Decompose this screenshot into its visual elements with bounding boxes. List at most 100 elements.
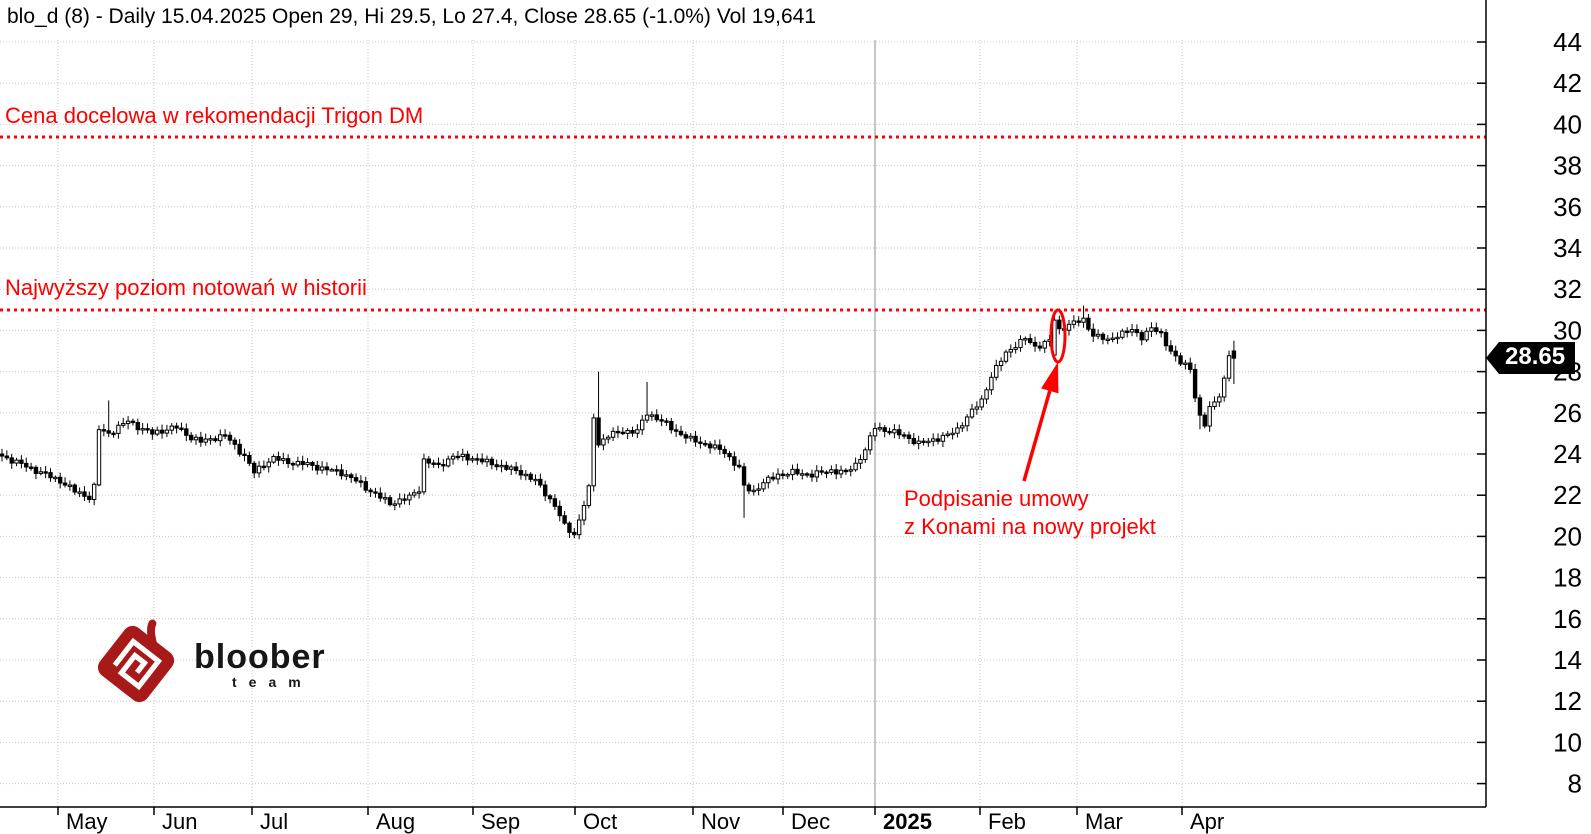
x-axis-label: Dec (791, 809, 830, 834)
candle-body (712, 444, 718, 449)
candle-body (358, 480, 364, 483)
y-axis-label: 42 (1553, 68, 1582, 98)
candle-body (1173, 350, 1178, 357)
candle-body (208, 438, 213, 441)
candle-body (1207, 406, 1212, 427)
candle-body (237, 443, 242, 455)
candle-body (1183, 362, 1188, 365)
candle-body (499, 464, 504, 468)
candle-body (121, 423, 126, 426)
candle-body (232, 439, 238, 445)
candle-body (848, 469, 853, 472)
candle-body (1226, 355, 1232, 379)
candle-body (649, 414, 655, 417)
candle-body (319, 466, 325, 471)
candle-body (1071, 320, 1077, 325)
candle-body (581, 505, 587, 521)
candle-body (28, 466, 34, 469)
candle-body (834, 469, 839, 475)
candle-body (227, 434, 233, 441)
candle-body (324, 466, 330, 471)
candle-body (1008, 348, 1013, 353)
candle-body (552, 498, 558, 507)
candle-body (1129, 329, 1135, 333)
candle-body (814, 470, 819, 478)
candle-body (800, 473, 805, 476)
x-axis-label: Aug (376, 809, 415, 834)
candle-body (1149, 327, 1154, 332)
candle-body (135, 422, 141, 431)
price-tag-arrow-icon (1486, 342, 1499, 374)
candle-body (431, 462, 436, 465)
candle-body (775, 473, 781, 480)
candle-body (843, 469, 849, 473)
candle-body (974, 406, 980, 410)
candle-body (387, 497, 393, 506)
candle-body (339, 469, 344, 477)
candle-body (1134, 329, 1140, 334)
candle-body (290, 462, 296, 466)
candle-body (562, 515, 567, 524)
candle-body (858, 458, 863, 464)
candle-body (887, 430, 892, 434)
candle-body (111, 432, 116, 436)
candle-body (446, 458, 451, 467)
candle-body (256, 465, 262, 474)
candle-body (926, 440, 931, 444)
candle-body (475, 458, 480, 461)
candle-body (722, 448, 727, 454)
candle-body (266, 461, 271, 468)
candle-body (1086, 317, 1091, 330)
candle-body (38, 471, 43, 474)
candle-body (761, 482, 766, 490)
candle-body (504, 464, 509, 470)
candle-body (994, 364, 999, 378)
x-axis-label: Mar (1085, 809, 1123, 834)
candle-body (698, 441, 703, 444)
candle-body (368, 489, 373, 493)
candle-body (819, 470, 824, 473)
candle-body (703, 442, 708, 446)
candle-body (198, 436, 204, 443)
candle-body (1202, 414, 1207, 427)
candle-body (901, 434, 907, 437)
candle-body (1091, 328, 1096, 337)
bloober-logo-brand: bloober (194, 638, 326, 676)
candle-body (586, 485, 592, 507)
candle-body (1081, 317, 1086, 323)
candle-body (547, 495, 553, 500)
candle-body (62, 482, 68, 486)
candle-body (780, 473, 786, 477)
candle-body (620, 431, 625, 435)
bloober-logo-mark (97, 619, 175, 703)
x-axis-label: 2025 (883, 809, 932, 834)
candle-body (344, 474, 349, 477)
candle-body (1105, 338, 1110, 342)
candle-body (989, 376, 994, 391)
candle-body (931, 438, 936, 442)
candle-body (940, 434, 946, 442)
candle-body (576, 519, 582, 536)
candle-body (489, 458, 495, 466)
y-axis-label: 32 (1553, 274, 1582, 304)
candle-body (916, 440, 921, 445)
candle-body (683, 434, 689, 439)
y-axis-label: 44 (1553, 27, 1582, 57)
candle-body (91, 483, 97, 501)
candle-body (58, 476, 63, 484)
candle-body (509, 466, 514, 470)
candle-body (450, 455, 456, 460)
candle-body (1188, 362, 1193, 370)
candle-body (1168, 345, 1174, 352)
candle-body (1023, 338, 1028, 341)
bloober-team-logo: bloober team (90, 618, 326, 710)
candle-body (955, 427, 960, 434)
candle-body (470, 458, 475, 461)
candle-body (378, 492, 383, 499)
candle-body (528, 473, 533, 480)
candle-body (441, 464, 446, 467)
candle-body (436, 462, 441, 466)
candle-body (1042, 340, 1047, 349)
candle-body (770, 476, 776, 480)
